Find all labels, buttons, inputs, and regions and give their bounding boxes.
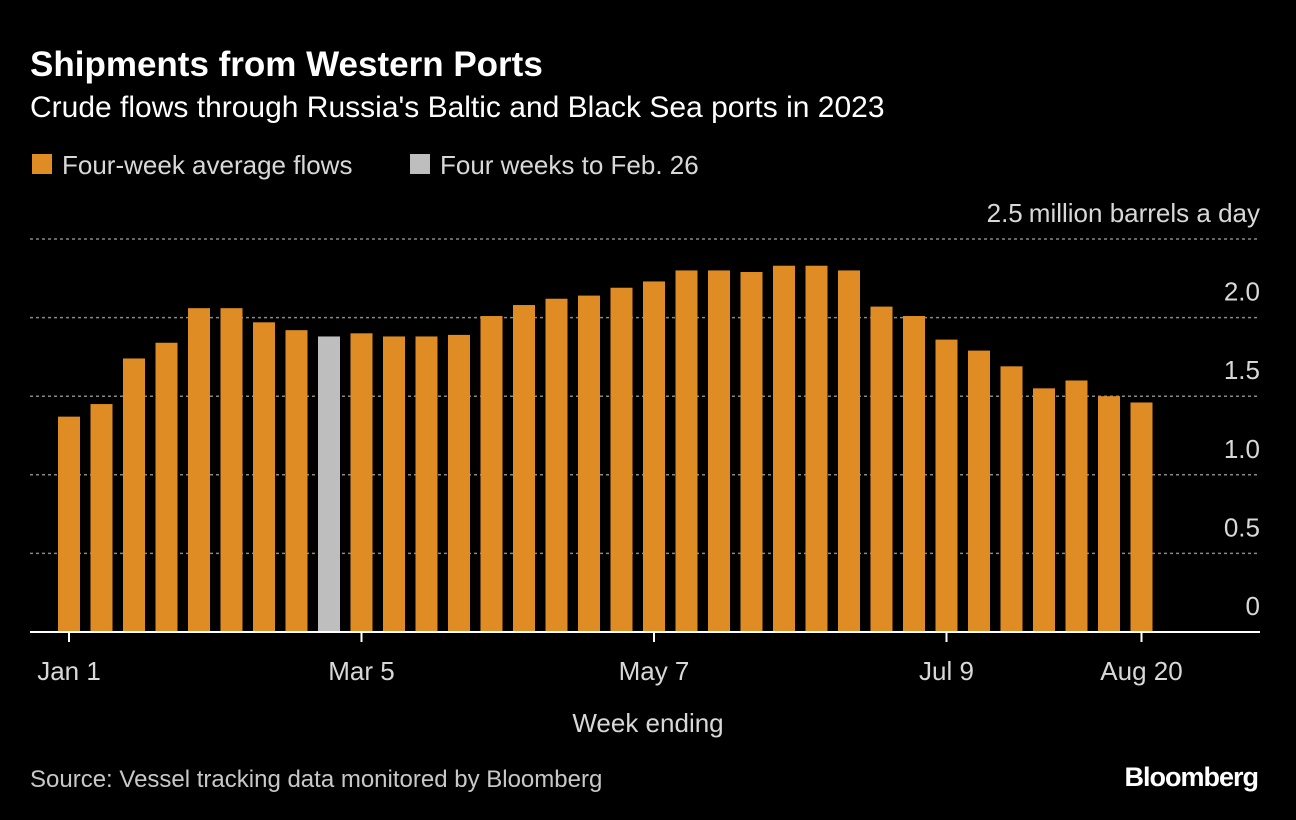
bar [155,342,178,632]
bar [90,404,113,632]
bar [545,298,568,632]
bar [740,272,763,632]
bar [838,270,860,632]
bar [675,270,698,632]
legend: Four-week average flows Four weeks to Fe… [32,150,699,180]
bar [903,316,925,632]
x-tick-label: Aug 20 [1100,656,1182,686]
y-tick-label: 0.5 [1224,512,1260,542]
bar [448,334,470,632]
bar [285,330,308,632]
y-tick-label: 1.5 [1224,355,1260,385]
x-tick-label: Jul 9 [919,656,974,686]
bar [350,333,373,632]
legend-swatch-highlight [410,154,430,174]
bar [253,322,275,632]
bar [1098,396,1120,632]
bar [1065,380,1088,632]
x-tick-label: Mar 5 [328,656,394,686]
bar [188,308,210,632]
x-tick-label: May 7 [619,656,690,686]
y-tick-label: 0 [1246,591,1260,621]
bar [1130,402,1153,632]
bars [58,265,1153,632]
unit-label: 2.5 million barrels a day [987,198,1260,228]
x-axis-title: Week ending [572,708,723,738]
bar [610,287,633,632]
bloomberg-logo: Bloomberg [1124,762,1258,792]
bar [383,336,405,632]
bar [773,265,795,632]
legend-swatch-average [32,154,52,174]
bar [513,305,535,632]
bar [318,336,340,632]
x-tick-label: Jan 1 [37,656,101,686]
bar [968,350,990,632]
y-axis-labels: 0 0.5 1.0 1.5 2.0 [1224,277,1260,621]
bar [1000,366,1023,632]
y-tick-label: 1.0 [1224,434,1260,464]
bar [643,281,665,632]
bar [1033,388,1055,632]
legend-label-average: Four-week average flows [62,150,352,180]
x-axis-ticks: Jan 1 Mar 5 May 7 Jul 9 Aug 20 [37,632,1183,686]
bar [123,358,145,632]
bar [220,308,243,632]
y-tick-label: 2.0 [1224,277,1260,307]
bar [480,316,503,632]
bar [870,306,893,632]
bar [415,336,438,632]
bar [58,416,80,632]
bar [805,265,828,632]
source-note: Source: Vessel tracking data monitored b… [30,766,602,793]
bar [935,339,958,632]
chart-subtitle: Crude flows through Russia's Baltic and … [30,91,885,124]
legend-label-highlight: Four weeks to Feb. 26 [440,150,699,180]
bar [578,295,600,632]
chart-title: Shipments from Western Ports [30,45,543,84]
bar [708,270,730,632]
